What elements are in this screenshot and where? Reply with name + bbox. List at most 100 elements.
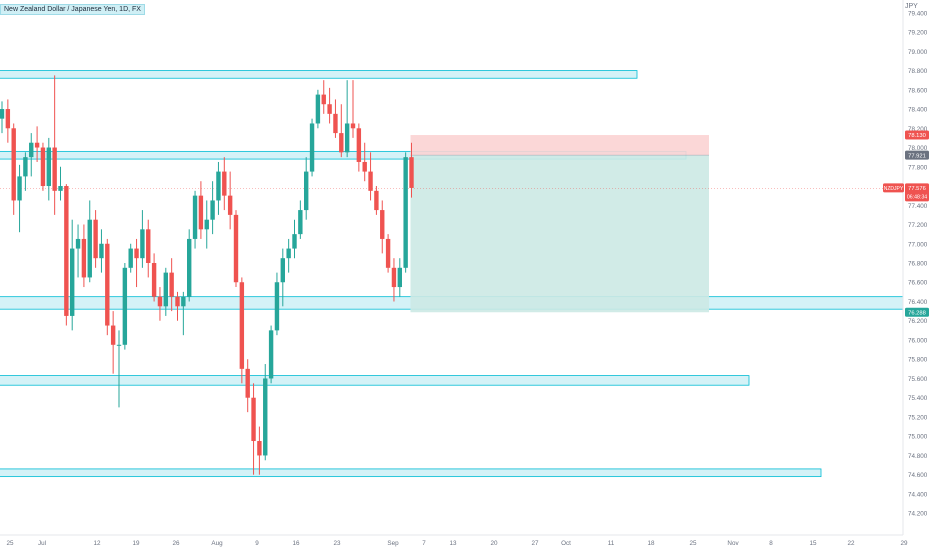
candle[interactable] [134,238,139,288]
candle-body [315,94,321,124]
price-tick-label: 76.200 [908,318,928,325]
candle[interactable] [397,258,402,297]
candle[interactable] [110,311,116,374]
candle[interactable] [216,161,221,215]
candle[interactable] [116,330,122,408]
candle[interactable] [304,157,309,220]
candle[interactable] [227,171,233,230]
candle[interactable] [362,142,367,182]
candle[interactable] [169,258,174,312]
candle[interactable] [339,104,344,158]
currency-label: JPY [905,3,918,10]
candle[interactable] [327,87,332,124]
candle[interactable] [391,258,397,302]
candle[interactable] [409,142,414,198]
candle[interactable] [70,219,75,331]
candle[interactable] [368,152,373,201]
candle[interactable] [23,152,28,191]
candle[interactable] [17,164,22,233]
candle[interactable] [222,157,227,211]
candle[interactable] [280,248,285,307]
candle[interactable] [151,253,157,302]
candle[interactable] [75,224,81,278]
support-resistance-zone-4[interactable] [0,375,750,386]
candle[interactable] [187,229,192,302]
support-resistance-zone-1[interactable] [0,70,638,79]
candle[interactable] [385,234,391,273]
candle[interactable] [356,123,362,172]
candle-body [181,296,186,307]
candle[interactable] [374,186,379,215]
price-tick-label: 77.200 [908,222,928,229]
candle[interactable] [344,80,350,158]
price-tick-label: 79.200 [908,30,928,37]
candle[interactable] [11,123,16,215]
price-labels: 78.130 77.921 76.288 NZDJPY 77.576 06:48:34 [883,130,929,317]
candle[interactable] [58,166,63,201]
candle[interactable] [122,263,128,350]
candle[interactable] [380,200,385,254]
time-tick-label: 12 [93,540,101,547]
time-axis: 25 Jul 12 19 26 Aug 9 16 23 Sep 7 13 20 27 Oct 11 18 25 No… [0,534,908,547]
support-resistance-zone-5[interactable] [0,468,822,478]
time-tick-label: 15 [809,540,817,547]
candle-body [87,219,92,278]
candle[interactable] [251,383,256,475]
candle[interactable] [87,200,92,283]
candle[interactable] [128,243,133,273]
candle[interactable] [333,99,338,138]
candle[interactable] [286,238,291,273]
candle[interactable] [210,181,215,235]
candle[interactable] [192,190,198,249]
candle[interactable] [93,210,98,268]
candle[interactable] [204,200,209,249]
candle[interactable] [99,229,104,273]
price-tick-label: 76.600 [908,280,928,287]
candle[interactable] [268,325,274,384]
candle[interactable] [239,277,245,384]
candle[interactable] [175,291,180,321]
candle[interactable] [274,272,280,336]
stop-loss-area[interactable] [410,135,710,156]
candle[interactable] [105,238,110,336]
candle[interactable] [163,267,168,316]
candle-body [321,94,326,105]
candle-body [163,272,168,307]
candle[interactable] [292,219,297,259]
candle[interactable] [29,133,34,177]
candle[interactable] [34,126,40,162]
candle-body [274,282,280,331]
candle[interactable] [298,200,303,239]
candle[interactable] [140,210,145,268]
candle[interactable] [146,219,151,278]
candle[interactable] [181,291,186,336]
take-profit-area[interactable] [410,155,710,313]
candle[interactable] [350,80,356,138]
candle[interactable] [233,210,239,288]
candle[interactable] [0,101,5,134]
candle-body [192,195,198,239]
candle[interactable] [309,118,315,177]
candle[interactable] [52,75,57,215]
candle[interactable] [315,89,321,129]
candle[interactable] [257,426,262,475]
candle[interactable] [403,152,408,273]
candle[interactable] [321,80,326,114]
candle[interactable] [46,137,51,201]
candle[interactable] [81,224,87,288]
candle-body [362,161,367,172]
candle[interactable] [40,142,46,191]
candle[interactable] [263,364,268,461]
candle[interactable] [157,287,163,321]
candle-body [350,123,356,129]
candle[interactable] [5,99,11,143]
candle[interactable] [245,359,250,413]
time-tick-label: 13 [449,540,457,547]
time-tick-label: 18 [647,540,655,547]
time-tick-label: 16 [292,540,300,547]
position-layer [410,135,710,313]
candle[interactable] [198,181,204,239]
candle[interactable] [64,184,69,326]
time-tick-label: Sep [387,540,399,547]
